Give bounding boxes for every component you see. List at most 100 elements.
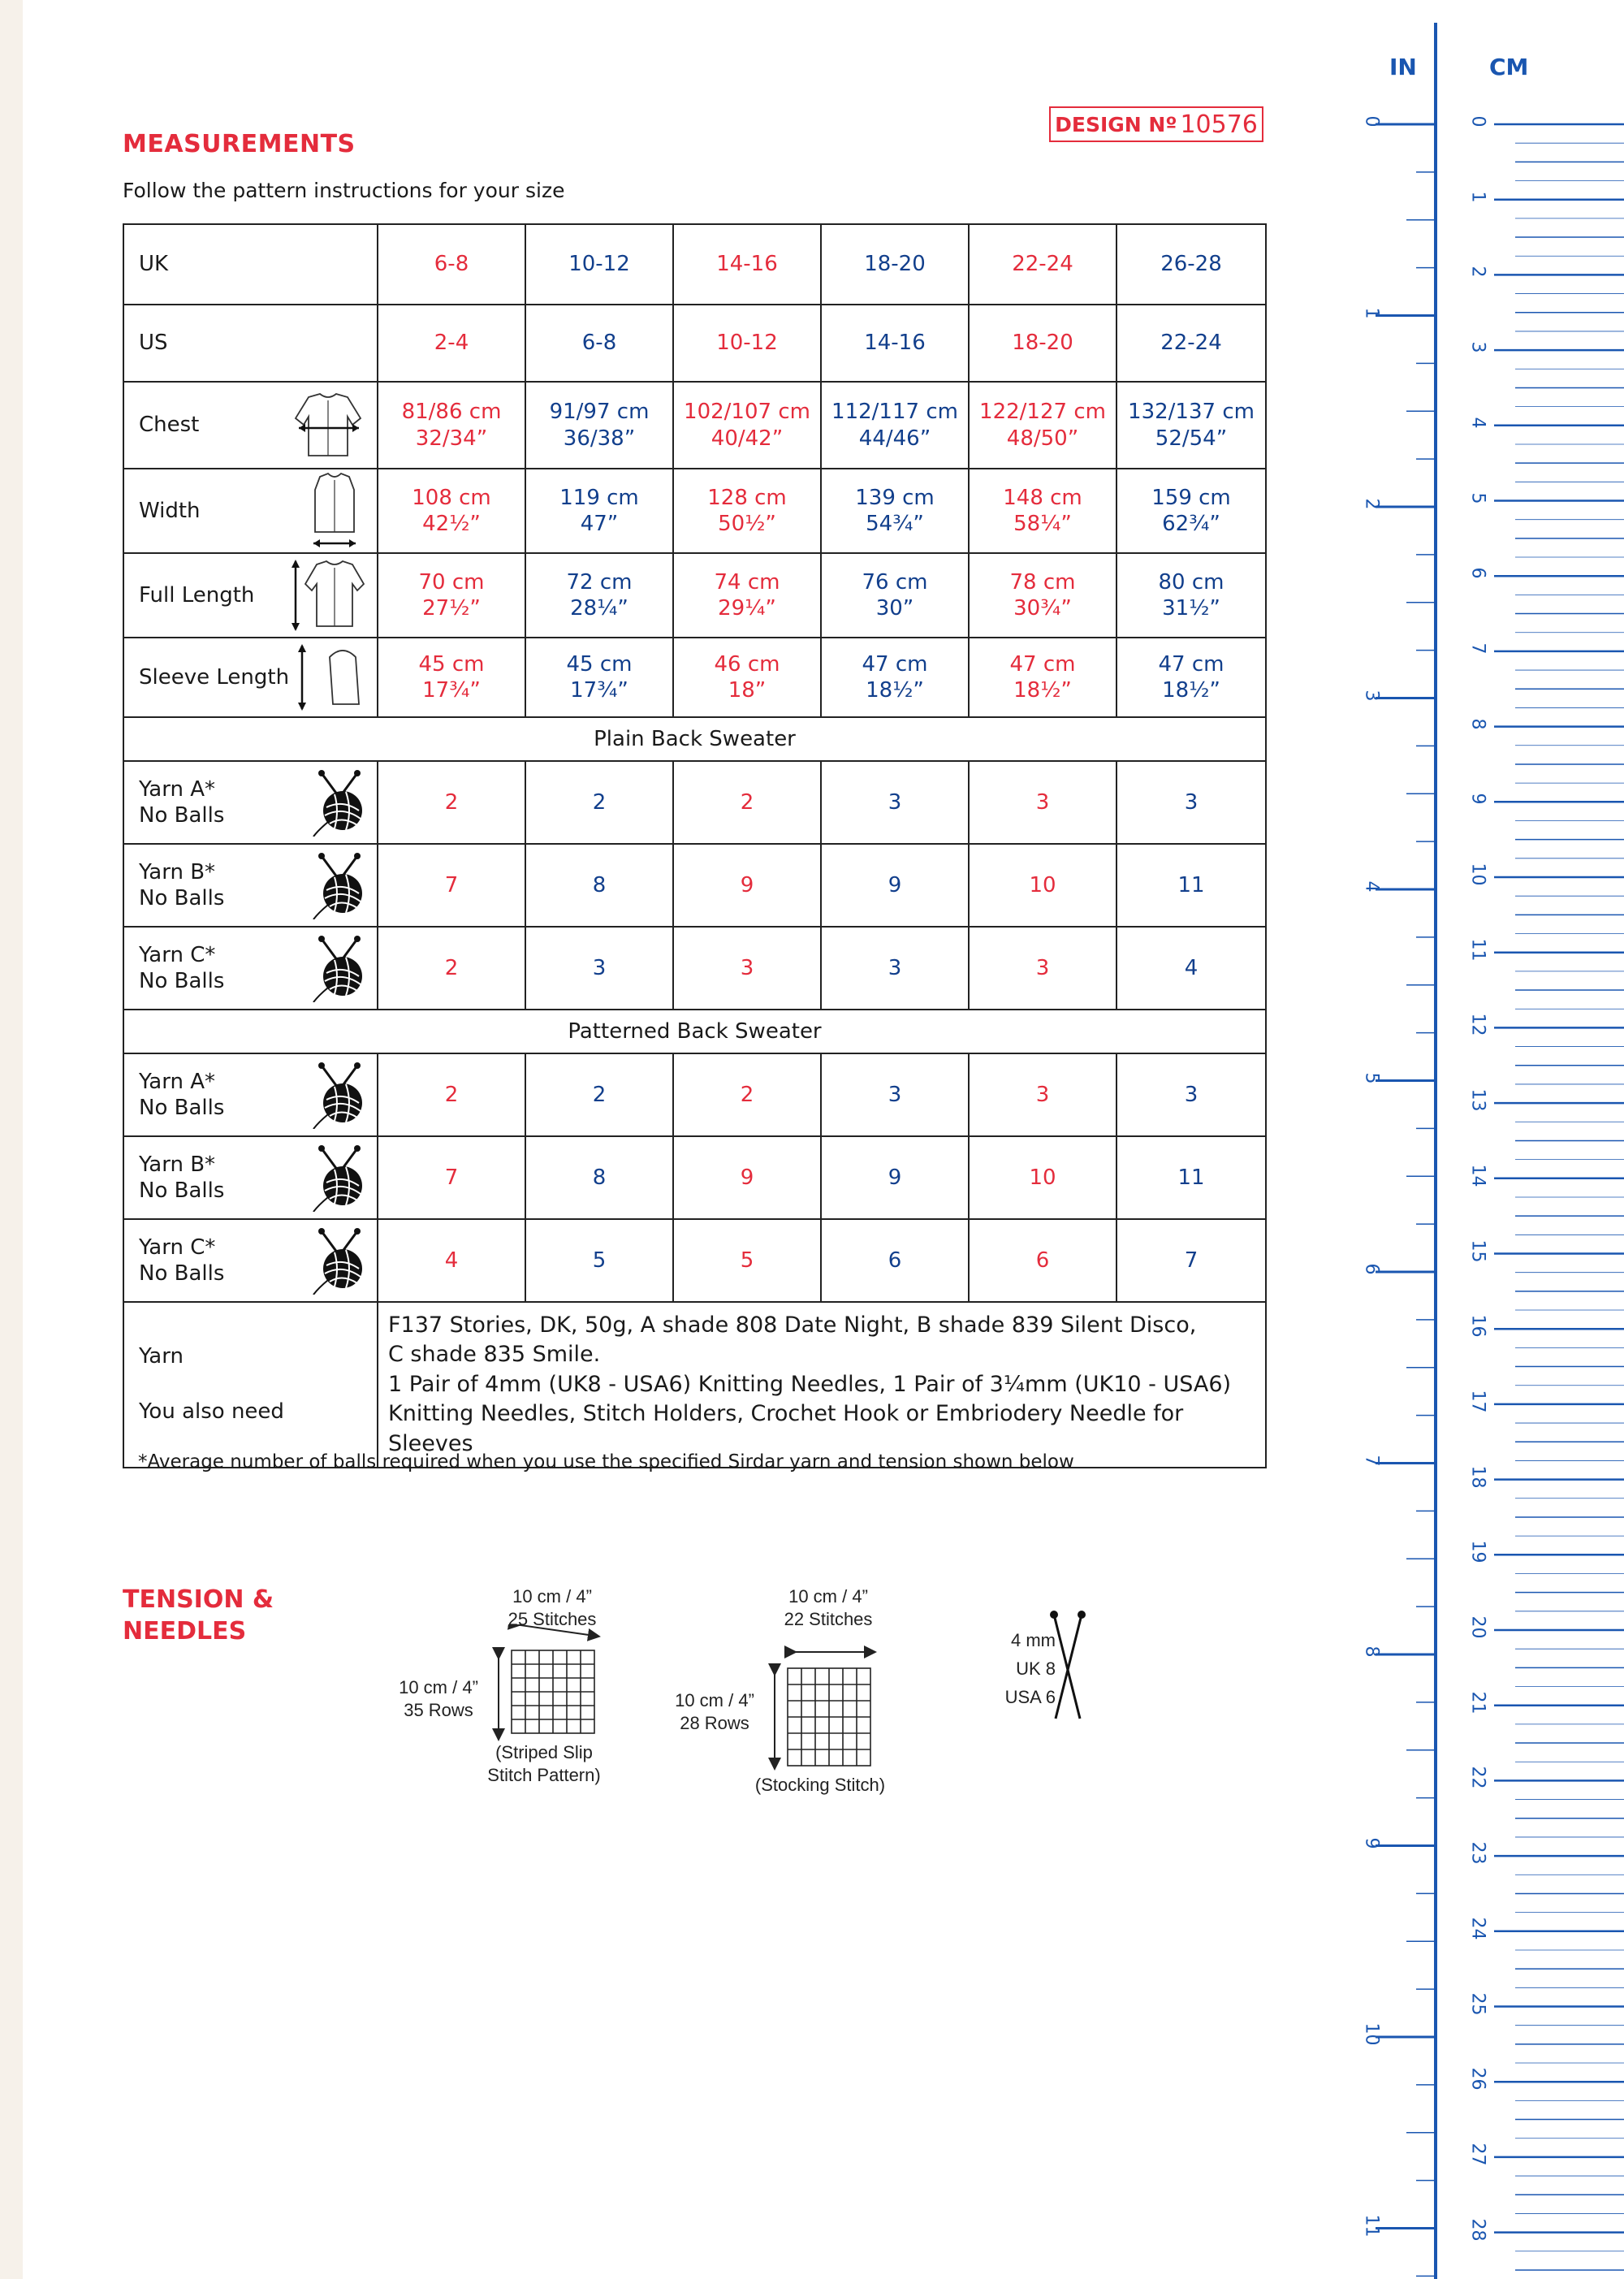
balls-cell: 10 <box>968 843 1117 928</box>
measure-cm: 108 cm <box>412 485 491 510</box>
uk-size-label: UK <box>123 223 378 305</box>
cardigan-length-icon <box>292 560 365 631</box>
balls-cell: 8 <box>525 1135 674 1220</box>
uk-size-size-cell: 14-16 <box>672 223 822 305</box>
measure-in: 17¾” <box>422 678 481 703</box>
balls-cell: 5 <box>672 1218 822 1303</box>
ruler-cm-number: 10 <box>1467 863 1488 886</box>
balls-cell: 3 <box>820 1053 970 1137</box>
yarn-row-label-cell: Yarn B* No Balls <box>123 843 378 928</box>
ruler-cm-number: 5 <box>1467 492 1488 504</box>
yarn-row-label: Yarn B* No Balls <box>139 859 224 912</box>
us-size-row: US 2-4 6-8 10-12 14-16 18-20 22-24 <box>123 304 1267 383</box>
ruler-cm-number: 20 <box>1467 1615 1488 1639</box>
ruler-inch-number: 10 <box>1361 2022 1382 2046</box>
yarn-name: Yarn B* <box>139 1152 216 1177</box>
yarn-row-label-cell: Yarn A* No Balls <box>123 1053 378 1137</box>
measure-cm: 47 cm <box>1158 651 1224 677</box>
measure-cell: 102/107 cm 40/42” <box>672 381 822 469</box>
ruler-cm-number: 17 <box>1467 1390 1488 1413</box>
ruler-cm-number: 11 <box>1467 938 1488 962</box>
balls-cell: 9 <box>672 843 822 928</box>
measure-in: 36/38” <box>563 426 636 451</box>
measure-cm: 78 cm <box>1009 569 1076 595</box>
measure-cell: 47 cm 18½” <box>968 637 1117 718</box>
measure-cm: 76 cm <box>862 569 928 595</box>
design-label: DESIGN Nº <box>1055 112 1177 136</box>
diagram2-side1: 10 cm / 4” <box>675 1690 754 1710</box>
diagram2-top2: 22 Stitches <box>784 1608 873 1629</box>
balls-cell: 2 <box>672 760 822 845</box>
also-need-label: You also need <box>139 1399 284 1425</box>
ruler-cm-number: 1 <box>1467 191 1488 203</box>
yarn-balls-row: Yarn C* No Balls 2 3 3 3 3 4 <box>123 926 1267 1010</box>
ruler-cm-number: 23 <box>1467 1841 1488 1865</box>
balls-cell: 2 <box>377 926 526 1010</box>
needle-size: 4 mm <box>1011 1630 1056 1650</box>
ruler-inch-number: 1 <box>1361 307 1382 318</box>
ruler-cm-label: CM <box>1489 54 1529 80</box>
page-edge <box>0 0 23 2279</box>
section-title: Patterned Back Sweater <box>123 1009 1267 1054</box>
measure-cell: 45 cm 17¾” <box>525 637 674 718</box>
ruler-inch-number: 6 <box>1361 1263 1382 1275</box>
intro-text: Follow the pattern instructions for your… <box>123 179 565 202</box>
ruler-cm-number: 19 <box>1467 1540 1488 1563</box>
measure-cm: 72 cm <box>566 569 633 595</box>
ruler-inch-number: 5 <box>1361 1072 1382 1083</box>
ruler-inch-number: 11 <box>1361 2214 1382 2237</box>
measure-in: 18½” <box>866 678 924 703</box>
also-line-2: Knitting Needles, Stitch Holders, Croche… <box>388 1401 1184 1456</box>
measure-label: Width <box>139 498 201 523</box>
measure-cm: 74 cm <box>714 569 780 595</box>
balls-cell: 9 <box>820 1135 970 1220</box>
measure-cm: 148 cm <box>1003 485 1082 510</box>
uk-size-size-cell: 26-28 <box>1116 223 1267 305</box>
balls-cell: 10 <box>968 1135 1117 1220</box>
yarn-line-1: F137 Stories, DK, 50g, A shade 808 Date … <box>388 1312 1197 1338</box>
yarn-ball-needles-icon <box>313 1228 362 1295</box>
measure-cm: 45 cm <box>566 651 633 677</box>
yarn-name: Yarn A* <box>139 776 215 802</box>
measure-label-cell: Width <box>123 468 378 554</box>
measure-cell: 45 cm 17¾” <box>377 637 526 718</box>
yarn-row-label: Yarn A* No Balls <box>139 1069 224 1122</box>
uk-size-size-cell: 18-20 <box>820 223 970 305</box>
also-line-1: 1 Pair of 4mm (UK8 - USA6) Knitting Need… <box>388 1371 1232 1397</box>
measure-cm: 91/97 cm <box>549 400 650 424</box>
yarn-label: Yarn <box>139 1344 184 1369</box>
measure-in: 30¾” <box>1013 596 1072 621</box>
balls-cell: 3 <box>1116 1053 1267 1137</box>
measure-cm: 139 cm <box>855 485 935 510</box>
ruler-inch-number: 0 <box>1361 115 1382 128</box>
ruler-cm-number: 28 <box>1467 2218 1488 2242</box>
balls-cell: 4 <box>377 1218 526 1303</box>
measure-cm: 128 cm <box>707 485 787 510</box>
ruler-cm-number: 22 <box>1467 1766 1488 1789</box>
measure-in: 48/50” <box>1006 426 1079 451</box>
footnote: *Average number of balls required when y… <box>138 1451 1074 1472</box>
measure-cell: 148 cm 58¼” <box>968 468 1117 554</box>
ruler-cm-number: 14 <box>1467 1164 1488 1187</box>
us-size-size-cell: 10-12 <box>672 304 822 383</box>
ruler-cm-number: 21 <box>1467 1691 1488 1715</box>
diagram1-bottom1: (Striped Slip <box>495 1742 593 1762</box>
section-header-row: Patterned Back Sweater <box>123 1009 1267 1054</box>
measure-cell: 108 cm 42½” <box>377 468 526 554</box>
balls-cell: 7 <box>377 843 526 928</box>
section-title: Plain Back Sweater <box>123 716 1267 762</box>
needle-uk: UK 8 <box>1016 1658 1056 1680</box>
diagram2-top1: 10 cm / 4” <box>788 1586 868 1607</box>
measurements-title: MEASUREMENTS <box>123 130 356 158</box>
ruler-cm-number: 0 <box>1467 115 1488 128</box>
measure-in: 30” <box>875 596 914 621</box>
measure-in: 40/42” <box>710 426 784 451</box>
yarn-balls-row: Yarn A* No Balls 2 2 2 3 3 3 <box>123 1053 1267 1137</box>
yarn-ball-needles-icon <box>313 1062 362 1129</box>
ruler-cm-number: 25 <box>1467 1992 1488 2015</box>
balls-cell: 6 <box>968 1218 1117 1303</box>
measure-cell: 91/97 cm 36/38” <box>525 381 674 469</box>
ruler-cm-number: 8 <box>1467 718 1488 730</box>
tension-title-line1: TENSION & <box>123 1585 274 1614</box>
measure-cm: 132/137 cm <box>1128 400 1255 424</box>
